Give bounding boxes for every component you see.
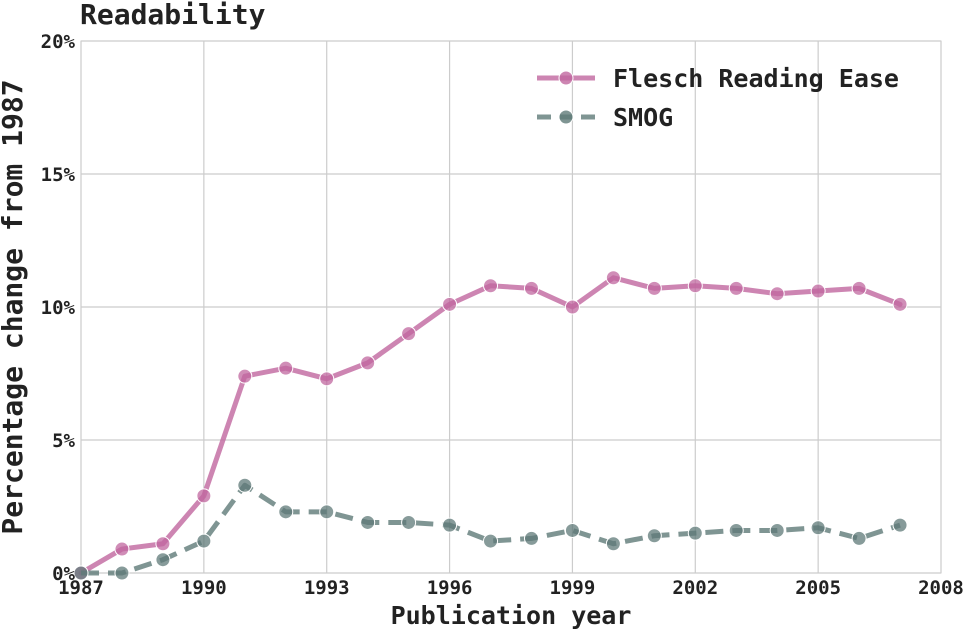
data-point xyxy=(605,270,621,286)
data-point xyxy=(155,552,171,568)
x-tick-label: 1987 xyxy=(58,577,104,599)
y-tick-label: 10% xyxy=(41,297,76,319)
data-point xyxy=(523,280,539,296)
data-point xyxy=(810,283,826,299)
series-flesch-reading-ease xyxy=(73,270,908,581)
series-smog xyxy=(73,477,908,581)
data-point xyxy=(769,286,785,302)
data-point xyxy=(196,488,212,504)
data-point xyxy=(851,280,867,296)
data-point xyxy=(646,528,662,544)
legend-label: Flesch Reading Ease xyxy=(613,64,899,93)
data-point xyxy=(892,517,908,533)
series-line xyxy=(81,482,901,576)
x-tick-labels: 1987 1990 1993 1996 1999 2002 2005 2008 xyxy=(58,577,964,599)
data-point xyxy=(237,368,253,384)
legend: Flesch Reading Ease SMOG xyxy=(537,64,899,132)
legend-entry: Flesch Reading Ease xyxy=(537,64,899,93)
y-tick-label: 5% xyxy=(52,430,75,452)
data-point xyxy=(605,536,621,552)
x-tick-label: 1996 xyxy=(427,577,473,599)
data-point xyxy=(401,514,417,530)
data-point xyxy=(687,278,703,294)
y-axis-label: Percentage change from 1987 xyxy=(0,79,29,534)
legend-label: SMOG xyxy=(613,103,673,132)
data-point xyxy=(114,565,130,581)
data-point xyxy=(564,522,580,538)
data-point xyxy=(114,541,130,557)
data-point xyxy=(810,520,826,536)
y-tick-label: 15% xyxy=(41,164,76,186)
legend-swatch-marker xyxy=(558,109,574,125)
data-point xyxy=(155,536,171,552)
data-point xyxy=(892,296,908,312)
x-tick-label: 2002 xyxy=(672,577,718,599)
y-tick-labels: 0% 5% 10% 15% 20% xyxy=(41,31,76,585)
x-tick-label: 1990 xyxy=(181,577,227,599)
x-tick-label: 2005 xyxy=(795,577,841,599)
legend-swatch-marker xyxy=(558,70,574,86)
data-point xyxy=(851,530,867,546)
data-point xyxy=(564,299,580,315)
data-point xyxy=(278,360,294,376)
y-tick-label: 0% xyxy=(52,563,75,585)
x-tick-label: 2008 xyxy=(918,577,964,599)
data-point xyxy=(196,533,212,549)
data-point xyxy=(523,530,539,546)
x-tick-label: 1993 xyxy=(304,577,350,599)
data-point xyxy=(442,517,458,533)
data-point xyxy=(319,504,335,520)
x-tick-label: 1999 xyxy=(550,577,596,599)
data-point xyxy=(319,371,335,387)
data-point xyxy=(769,522,785,538)
data-point xyxy=(687,525,703,541)
data-point xyxy=(483,533,499,549)
data-point xyxy=(360,514,376,530)
data-point xyxy=(73,565,89,581)
data-point xyxy=(483,278,499,294)
data-point xyxy=(728,280,744,296)
y-tick-label: 20% xyxy=(41,31,76,53)
data-point xyxy=(360,355,376,371)
data-point xyxy=(237,477,253,493)
data-point xyxy=(646,280,662,296)
legend-entry: SMOG xyxy=(537,103,673,132)
data-point xyxy=(401,326,417,342)
data-point xyxy=(442,296,458,312)
data-point xyxy=(278,504,294,520)
data-point xyxy=(728,522,744,538)
plot-frame xyxy=(80,40,942,574)
series-layer xyxy=(73,270,908,581)
chart-title: Readability xyxy=(80,0,266,31)
x-axis-label: Publication year xyxy=(391,601,632,629)
